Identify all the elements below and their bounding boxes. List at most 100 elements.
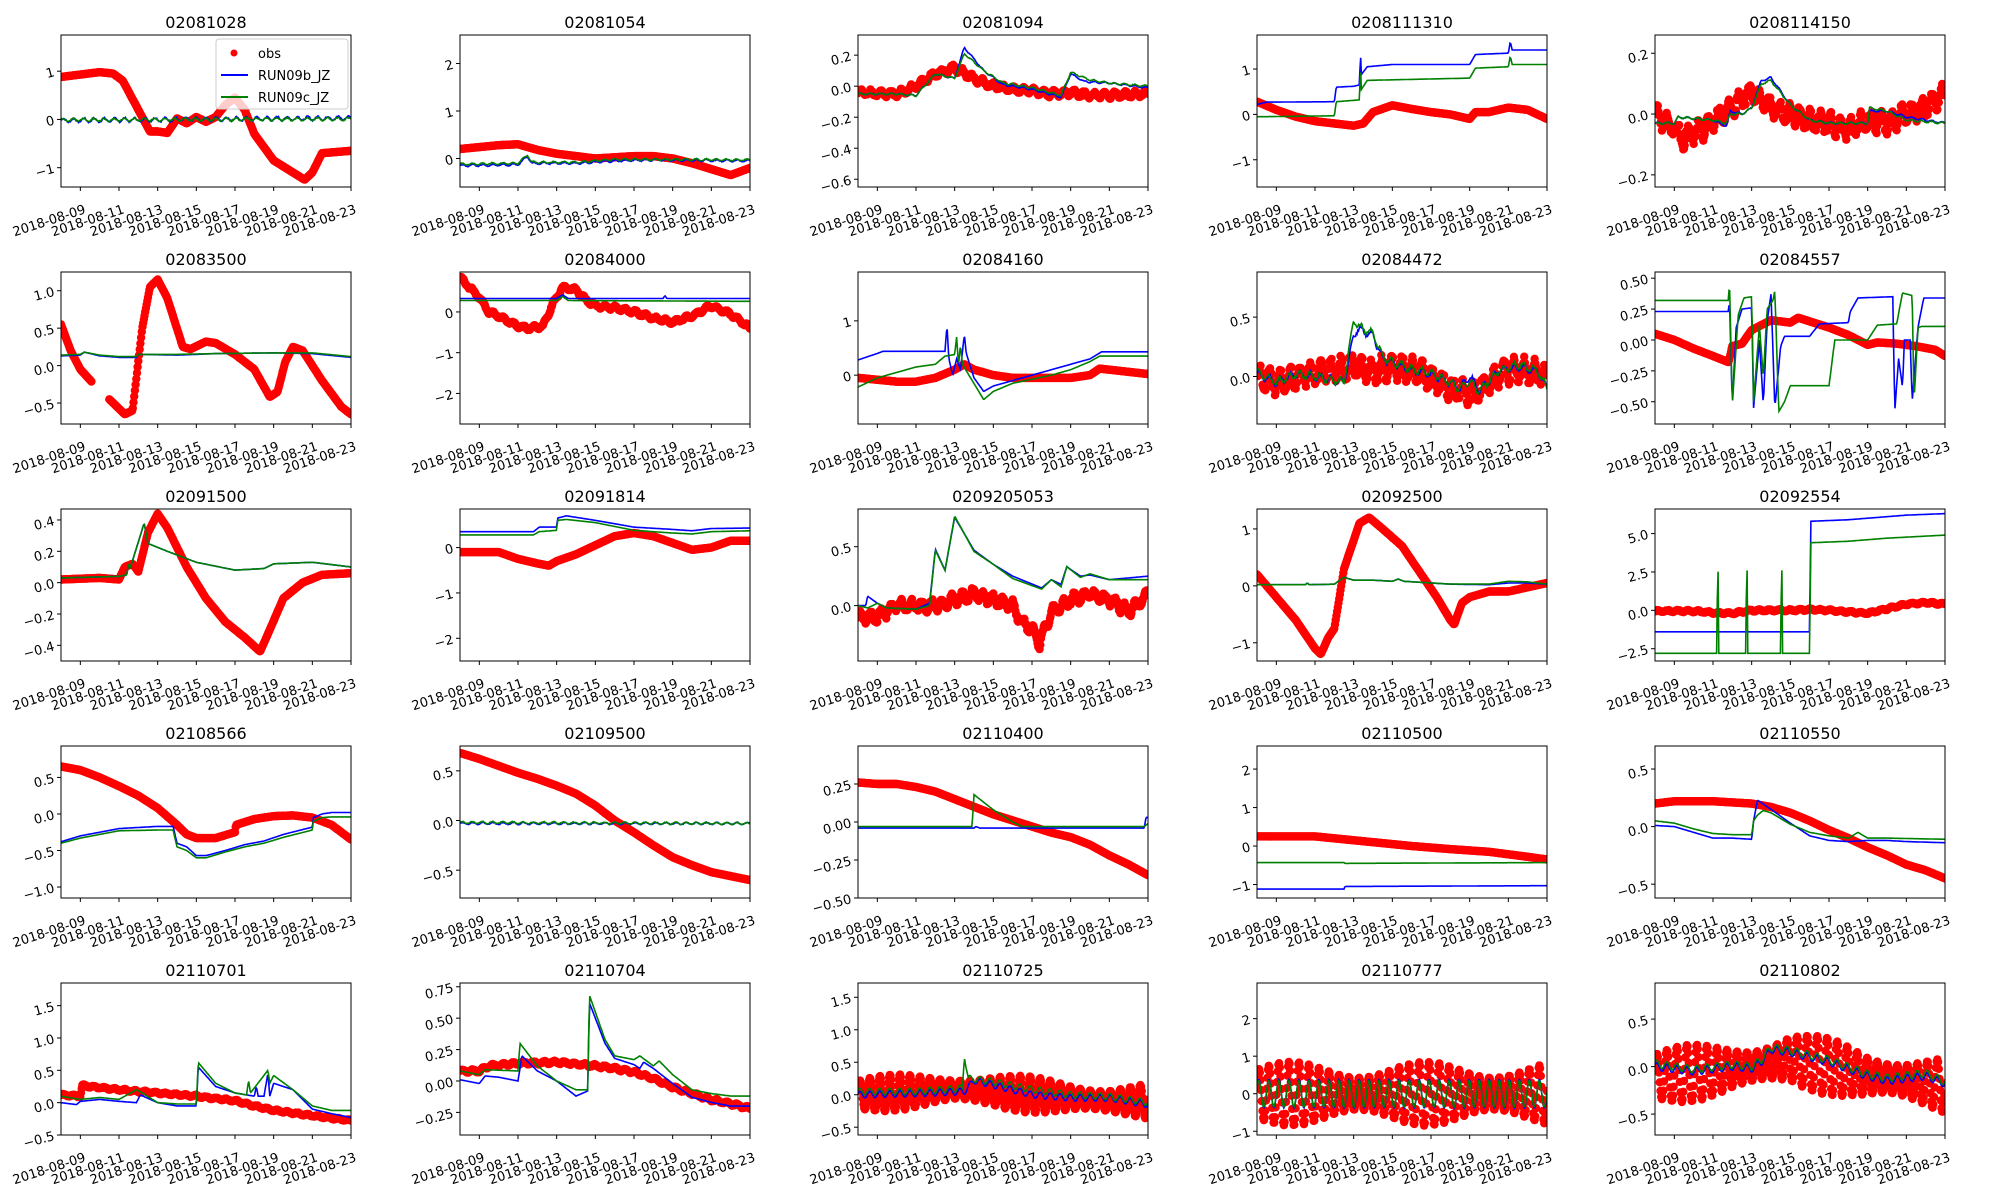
obs-point bbox=[1287, 363, 1296, 372]
obs-point bbox=[1257, 361, 1265, 370]
y-tick-label: −0.4 bbox=[819, 142, 853, 165]
y-tick-label: 0.25 bbox=[1618, 303, 1650, 325]
y-tick-label: 0 bbox=[443, 306, 455, 323]
subplot-02081028: 02081028−1012018-08-092018-08-112018-08-… bbox=[11, 13, 358, 240]
plot-area bbox=[1655, 289, 1945, 414]
plot-area bbox=[1257, 320, 1547, 410]
axes-frame bbox=[857, 34, 1149, 188]
subplot-02091814: 020918140−1−22018-08-092018-08-112018-08… bbox=[410, 487, 757, 714]
subplot-02084000: 020840000−1−22018-08-092018-08-112018-08… bbox=[410, 250, 757, 477]
y-tick-label: −0.2 bbox=[1616, 169, 1650, 192]
run09c-line bbox=[1655, 79, 1945, 126]
y-tick-label: 1 bbox=[44, 65, 56, 82]
plot-area bbox=[1655, 76, 1945, 154]
axes-background bbox=[858, 272, 1148, 424]
legend-marker-obs bbox=[230, 49, 238, 57]
y-tick-label: −1 bbox=[433, 347, 455, 366]
obs-point bbox=[1494, 383, 1503, 392]
obs-point bbox=[1506, 375, 1515, 385]
y-tick-label: −0.2 bbox=[819, 111, 853, 134]
y-tick-label: −2 bbox=[433, 388, 455, 407]
obs-point bbox=[1277, 366, 1286, 375]
subplot-title: 02084557 bbox=[1759, 250, 1840, 269]
y-tick-label: 0.50 bbox=[1618, 272, 1650, 294]
plot-area bbox=[61, 509, 351, 656]
y-tick-label: 0.0 bbox=[32, 360, 56, 380]
obs-point bbox=[1338, 354, 1347, 364]
subplot-title: 02081094 bbox=[962, 13, 1043, 32]
obs-point bbox=[1143, 89, 1148, 98]
obs-point bbox=[1358, 354, 1367, 363]
y-tick-label: 1.0 bbox=[32, 285, 56, 305]
y-tick-label: −1 bbox=[34, 162, 56, 181]
obs-point bbox=[1292, 378, 1302, 387]
run09c-line bbox=[1655, 289, 1945, 414]
obs-point bbox=[1715, 103, 1725, 113]
x-tick-label: 2018-08-23 bbox=[1478, 440, 1554, 478]
obs-point bbox=[1424, 380, 1434, 390]
obs-point bbox=[1872, 129, 1881, 138]
subplot-title: 02084000 bbox=[564, 250, 645, 269]
obs-point bbox=[1914, 111, 1924, 121]
run09c-line bbox=[61, 115, 351, 123]
y-tick-label: −0.5 bbox=[22, 397, 56, 420]
obs-point bbox=[1261, 384, 1271, 393]
subplot-title: 02084160 bbox=[962, 250, 1043, 269]
y-tick-label: 0.0 bbox=[829, 80, 853, 100]
y-tick-label: −0.25 bbox=[1608, 365, 1650, 390]
x-tick-label: 2018-08-23 bbox=[282, 677, 358, 715]
obs-point bbox=[1680, 141, 1689, 150]
y-tick-label: 1 bbox=[1240, 63, 1252, 80]
obs-point bbox=[1741, 100, 1750, 109]
obs-point bbox=[1542, 114, 1547, 124]
y-tick-label: −0.2 bbox=[22, 608, 56, 631]
y-tick-label: −0.4 bbox=[22, 640, 56, 663]
obs-series bbox=[1257, 350, 1547, 410]
subplot-title: 0208111310 bbox=[1351, 13, 1453, 32]
subplot-title: 02084472 bbox=[1361, 250, 1442, 269]
y-tick-label: 1 bbox=[443, 105, 455, 122]
subplot-02091500: 020915000.40.20.0−0.2−0.42018-08-092018-… bbox=[11, 487, 358, 714]
obs-point bbox=[1327, 354, 1336, 364]
legend-label: obs bbox=[258, 47, 281, 62]
subplot-0208114150: 02081141500.20.0−0.22018-08-092018-08-11… bbox=[1605, 13, 1952, 240]
axes-frame bbox=[60, 34, 352, 188]
plot-area bbox=[460, 272, 750, 335]
subplot-title: 02081054 bbox=[564, 13, 645, 32]
obs-point bbox=[1933, 105, 1942, 114]
x-tick-label: 2018-08-23 bbox=[681, 203, 757, 241]
obs-series bbox=[61, 509, 351, 656]
obs-point bbox=[1822, 126, 1832, 135]
axes-frame bbox=[1654, 34, 1946, 188]
x-tick-label: 2018-08-23 bbox=[1478, 203, 1554, 241]
plot-area bbox=[460, 140, 750, 180]
y-tick-label: 0 bbox=[44, 114, 56, 131]
obs-point bbox=[1940, 351, 1945, 361]
legend-box bbox=[215, 38, 349, 110]
axes-frame bbox=[1654, 271, 1946, 425]
plot-area bbox=[1257, 41, 1547, 130]
obs-point bbox=[1301, 382, 1311, 391]
subplot-02084160: 02084160012018-08-092018-08-112018-08-13… bbox=[808, 250, 1155, 477]
obs-point bbox=[1418, 356, 1427, 366]
obs-point bbox=[1831, 132, 1841, 142]
y-tick-label: −0.50 bbox=[1608, 396, 1650, 421]
subplot-title: 02083500 bbox=[165, 250, 246, 269]
y-tick-label: 0.0 bbox=[1626, 108, 1650, 128]
axes-background bbox=[61, 272, 351, 424]
obs-point bbox=[1490, 362, 1499, 371]
subplot-title: 0208114150 bbox=[1749, 13, 1851, 32]
x-tick-label: 2018-08-23 bbox=[1876, 440, 1952, 478]
obs-point bbox=[1399, 354, 1408, 363]
run09b-line bbox=[460, 294, 750, 300]
obs-point bbox=[1445, 391, 1454, 400]
obs-point bbox=[1858, 111, 1868, 120]
y-tick-label: 0.4 bbox=[32, 514, 56, 534]
obs-point bbox=[1373, 376, 1383, 385]
run09c-line bbox=[1257, 55, 1547, 118]
obs-point bbox=[1466, 395, 1475, 405]
subplot-02084557: 020845570.500.250.00−0.25−0.502018-08-09… bbox=[1605, 250, 1952, 477]
obs-point bbox=[1924, 104, 1934, 114]
legend-label: RUN09c_JZ bbox=[258, 91, 329, 106]
